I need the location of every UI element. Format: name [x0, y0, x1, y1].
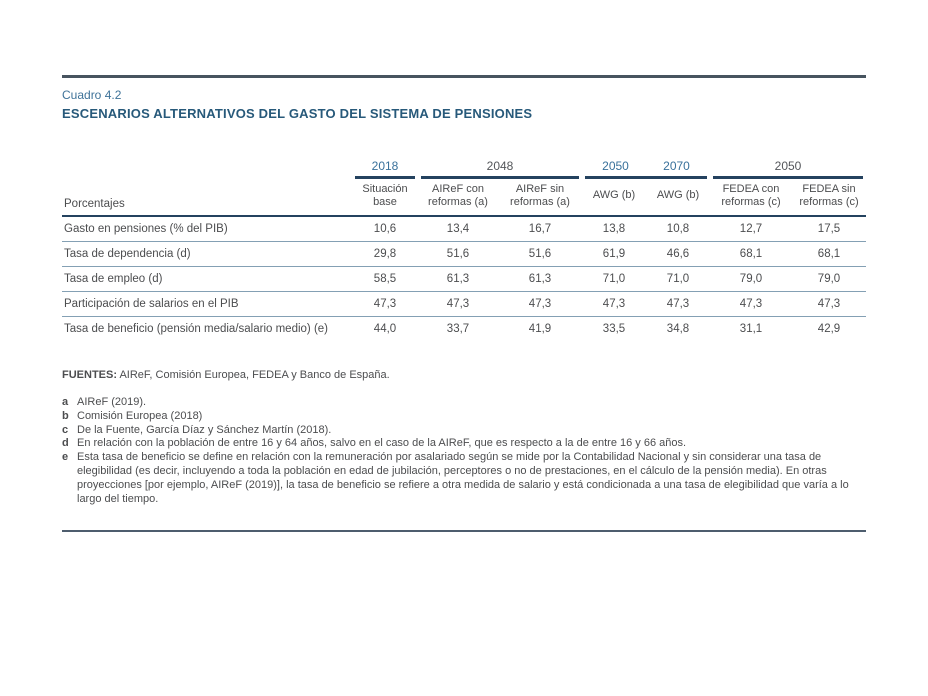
- column-header: AIReF sin reformas (a): [510, 183, 570, 208]
- footnote: e Esta tasa de beneficio se define en re…: [62, 451, 866, 506]
- row-label: Gasto en pensiones (% del PIB): [64, 223, 228, 235]
- cell-value: 58,5: [373, 273, 397, 285]
- column-header: AIReF con reformas (a): [428, 183, 488, 208]
- cell-value: 47,3: [666, 298, 690, 310]
- cell-value: 71,0: [602, 273, 626, 285]
- row-label: Tasa de empleo (d): [64, 273, 163, 285]
- cell-value: 33,5: [602, 323, 626, 335]
- cell-value: 61,3: [446, 273, 470, 285]
- sources-label: FUENTES:: [62, 369, 117, 381]
- year-group-label: 2048: [421, 159, 579, 179]
- footnote-marker: d: [62, 437, 69, 450]
- row-label: Tasa de beneficio (pensión media/salario…: [64, 323, 329, 335]
- table-row: Tasa de dependencia (d) 29,8 51,6 51,6 6…: [62, 242, 866, 267]
- footnote: a AIReF (2019).: [62, 396, 866, 410]
- year-group-label: 2070: [663, 159, 690, 173]
- table-row: Participación de salarios en el PIB 47,3…: [62, 292, 866, 317]
- table-row: Gasto en pensiones (% del PIB) 10,6 13,4…: [62, 217, 866, 242]
- cell-value: 47,3: [602, 298, 626, 310]
- footnote-text: AIReF (2019).: [77, 396, 147, 408]
- cell-value: 68,1: [739, 248, 763, 260]
- cell-value: 71,0: [666, 273, 690, 285]
- report-table-figure: Cuadro 4.2 ESCENARIOS ALTERNATIVOS DEL G…: [62, 75, 866, 533]
- sources-line: FUENTES: AIReF, Comisión Europea, FEDEA …: [62, 369, 866, 381]
- cell-value: 12,7: [739, 223, 763, 235]
- table-number: Cuadro 4.2: [62, 88, 122, 102]
- column-header: Situación base: [362, 183, 408, 208]
- cell-value: 47,3: [373, 298, 397, 310]
- cell-value: 13,4: [446, 223, 470, 235]
- cell-value: 61,9: [602, 248, 626, 260]
- column-header: AWG (b): [656, 189, 700, 201]
- column-header: FEDEA sin reformas (c): [799, 183, 859, 208]
- corner-label: Porcentajes: [64, 198, 125, 210]
- column-header: FEDEA con reformas (c): [721, 183, 781, 208]
- cell-value: 16,7: [528, 223, 552, 235]
- cell-value: 10,6: [373, 223, 397, 235]
- cell-value: 61,3: [528, 273, 552, 285]
- year-group-label: 2050: [713, 159, 863, 179]
- footnote: c De la Fuente, García Díaz y Sánchez Ma…: [62, 424, 866, 438]
- cell-value: 51,6: [528, 248, 552, 260]
- sources-text: AIReF, Comisión Europea, FEDEA y Banco d…: [117, 369, 390, 381]
- footnote-marker: e: [62, 451, 69, 464]
- footnote: d En relación con la población de entre …: [62, 437, 866, 451]
- cell-value: 47,3: [739, 298, 763, 310]
- column-header: AWG (b): [592, 189, 636, 201]
- year-group-label: 2050: [602, 159, 629, 173]
- cell-value: 79,0: [817, 273, 841, 285]
- footnote-text: Esta tasa de beneficio se define en rela…: [77, 451, 849, 505]
- year-group-awg: 2050 2070: [585, 159, 707, 179]
- cell-value: 42,9: [817, 323, 841, 335]
- cell-value: 17,5: [817, 223, 841, 235]
- cell-value: 79,0: [739, 273, 763, 285]
- row-label: Participación de salarios en el PIB: [64, 298, 239, 310]
- footnote-text: En relación con la población de entre 16…: [77, 437, 687, 450]
- cell-value: 29,8: [373, 248, 397, 260]
- footnote-marker: a: [62, 396, 69, 408]
- cell-value: 13,8: [602, 223, 626, 235]
- row-label: Tasa de dependencia (d): [64, 248, 191, 260]
- column-header-row: Porcentajes Situación base AIReF con ref…: [62, 179, 866, 217]
- cell-value: 10,8: [666, 223, 690, 235]
- cell-value: 44,0: [373, 323, 397, 335]
- footnotes: a AIReF (2019). b Comisión Europea (2018…: [62, 396, 866, 506]
- page-title: ESCENARIOS ALTERNATIVOS DEL GASTO DEL SI…: [62, 106, 533, 121]
- year-group-row: 2018 2048 2050 2070 2050: [62, 159, 866, 179]
- pensions-table: 2018 2048 2050 2070 2050 Porcentajes Sit…: [62, 159, 866, 341]
- horizontal-rule-top: [62, 75, 866, 78]
- table-row: Tasa de beneficio (pensión media/salario…: [62, 317, 866, 341]
- footnote-marker: b: [62, 409, 69, 422]
- cell-value: 47,3: [528, 298, 552, 310]
- footnote: b Comisión Europea (2018): [62, 410, 866, 424]
- cell-value: 47,3: [446, 298, 470, 310]
- cell-value: 33,7: [446, 323, 470, 335]
- cell-value: 41,9: [528, 323, 552, 335]
- footnote-text: Comisión Europea (2018): [77, 409, 203, 422]
- year-group-label: 2018: [355, 159, 415, 179]
- cell-value: 31,1: [739, 323, 763, 335]
- table-row: Tasa de empleo (d) 58,5 61,3 61,3 71,0 7…: [62, 267, 866, 292]
- cell-value: 68,1: [817, 248, 841, 260]
- footnote-text: De la Fuente, García Díaz y Sánchez Mart…: [77, 423, 332, 436]
- horizontal-rule-bottom: [62, 530, 866, 533]
- footnote-marker: c: [62, 423, 69, 436]
- cell-value: 51,6: [446, 248, 470, 260]
- cell-value: 47,3: [817, 298, 841, 310]
- cell-value: 46,6: [666, 248, 690, 260]
- cell-value: 34,8: [666, 323, 690, 335]
